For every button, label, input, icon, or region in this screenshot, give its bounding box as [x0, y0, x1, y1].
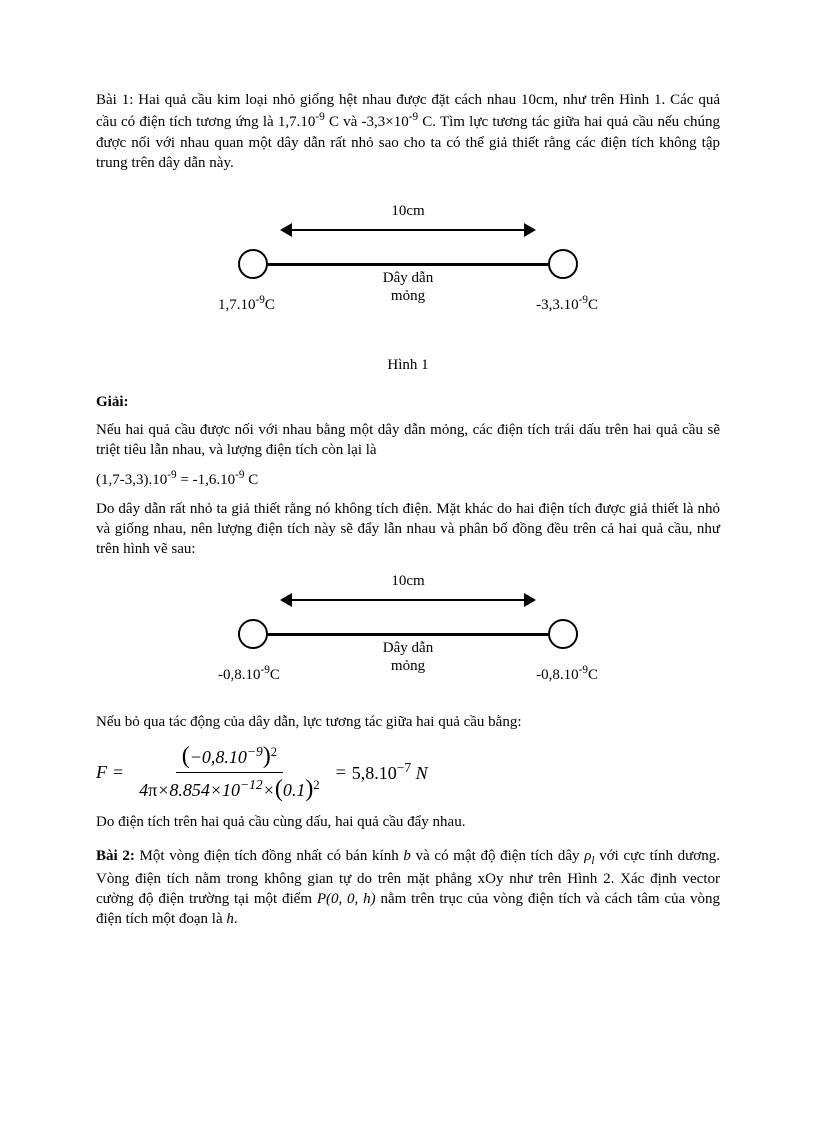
formula-rhs: 5,8.10−7 N	[352, 759, 428, 785]
distance-label-2: 10cm	[238, 571, 578, 591]
formula-denominator: 4π×8.854×10−12×(0.1)2	[133, 773, 325, 805]
problem2-label: Bài 2:	[96, 848, 135, 864]
solution-para-2: Do dây dẫn rất nhỏ ta giả thiết rằng nó …	[96, 499, 720, 560]
solution-para-4: Do điện tích trên hai quả cầu cùng dấu, …	[96, 812, 720, 832]
wire-label-line2-2: mỏng	[391, 658, 425, 674]
problem2-body: Một vòng điện tích đồng nhất có bán kính…	[96, 848, 720, 928]
circuit-diagram-1: 10cm Dây dẫn mỏng 1,7.10-9C -3,3.10-9C	[238, 205, 578, 325]
dimension-shaft	[288, 229, 528, 231]
wire-1	[268, 263, 548, 266]
arrow-right-icon	[524, 593, 536, 607]
left-charge-1: 1,7.10-9C	[218, 293, 275, 315]
dimension-line-1	[280, 223, 536, 237]
wire-2	[268, 633, 548, 636]
formula-numerator: (−0,8.10−9)2	[176, 740, 283, 773]
figure-1: 10cm Dây dẫn mỏng 1,7.10-9C -3,3.10-9C	[96, 205, 720, 331]
dimension-shaft	[288, 599, 528, 601]
formula-lhs: F	[96, 760, 107, 784]
right-charge-1: -3,3.10-9C	[536, 293, 598, 315]
coulomb-formula: F = (−0,8.10−9)2 4π×8.854×10−12×(0.1)2 =…	[96, 740, 720, 806]
distance-label-1: 10cm	[238, 201, 578, 221]
problem1-text: Bài 1: Hai quả cầu kim loại nhỏ giống hệ…	[96, 90, 720, 173]
solution-para-3: Nếu bỏ qua tác động của dây dẫn, lực tươ…	[96, 712, 720, 732]
figure-1-caption: Hình 1	[96, 355, 720, 375]
arrow-right-icon	[524, 223, 536, 237]
solution-eq-1: (1,7-3,3).10-9 = -1,6.10-9 C	[96, 468, 720, 490]
wire-label-line1-2: Dây dẫn	[383, 640, 433, 656]
wire-label-line2: mỏng	[391, 288, 425, 304]
left-charge-2: -0,8.10-9C	[218, 663, 280, 685]
circuit-diagram-2: 10cm Dây dẫn mỏng -0,8.10-9C -0,8.10-9C	[238, 575, 578, 695]
problem2-text: Bài 2: Một vòng điện tích đồng nhất có b…	[96, 846, 720, 930]
right-charge-2: -0,8.10-9C	[536, 663, 598, 685]
equals-2: =	[336, 760, 346, 784]
wire-label-2: Dây dẫn mỏng	[238, 639, 578, 675]
formula-fraction: (−0,8.10−9)2 4π×8.854×10−12×(0.1)2	[133, 740, 325, 806]
wire-label-line1: Dây dẫn	[383, 270, 433, 286]
dimension-line-2	[280, 593, 536, 607]
solution-para-1: Nếu hai quả cầu được nối với nhau bằng m…	[96, 420, 720, 461]
figure-2: 10cm Dây dẫn mỏng -0,8.10-9C -0,8.10-9C	[96, 575, 720, 701]
equals-1: =	[113, 760, 123, 784]
solution-heading: Giải:	[96, 392, 720, 412]
wire-label-1: Dây dẫn mỏng	[238, 269, 578, 305]
